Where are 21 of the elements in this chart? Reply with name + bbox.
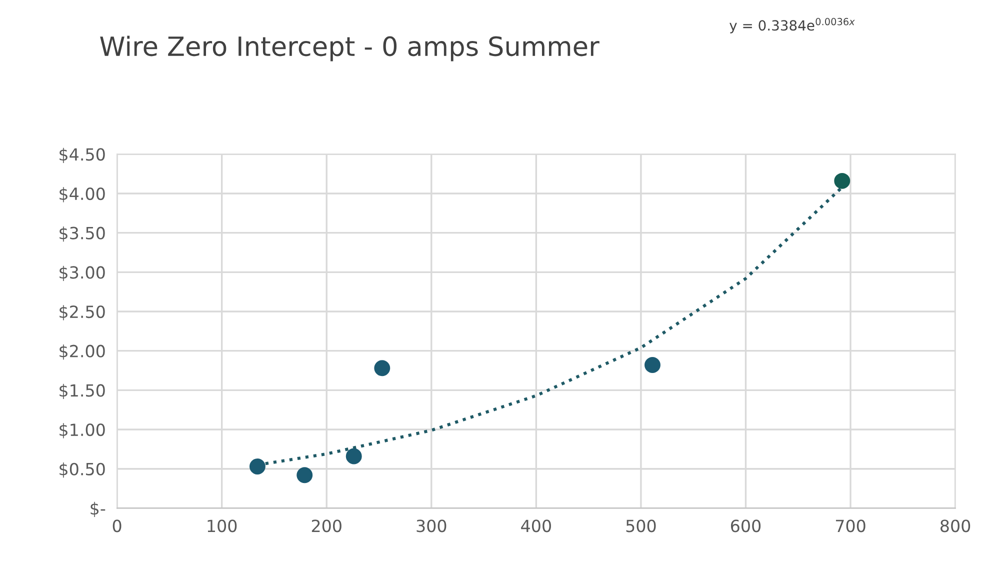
x-tick-label: 100 (208, 520, 237, 532)
x-tick-label: 200 (312, 520, 342, 532)
y-tick-label: $4.00 (60, 187, 105, 202)
y-tick-label: $3.00 (60, 266, 105, 281)
x-tick-label: 300 (416, 520, 446, 532)
y-tick-label: $4.50 (60, 148, 105, 163)
x-tick-label: 800 (940, 520, 970, 532)
x-tick-label: 400 (521, 520, 551, 532)
y-tick-label: $3.50 (60, 226, 105, 242)
x-tick-label: 700 (836, 520, 866, 532)
y-tick-label: $1.00 (60, 423, 105, 438)
x-tick-label: 500 (626, 520, 656, 532)
y-tick-label: $- (90, 502, 106, 517)
x-tick-label: 0 (112, 520, 122, 532)
x-tick-label: 600 (730, 520, 761, 532)
chart-title: Wire Zero Intercept - 0 amps Summer (100, 36, 600, 62)
y-tick-label: $0.50 (60, 462, 105, 478)
text: y = 0.3384e$^{0.0036x}$ (730, 18, 855, 34)
y-tick-label: $2.50 (60, 305, 105, 320)
y-tick-label: $2.00 (60, 344, 105, 360)
y-tick-label: $1.50 (60, 384, 105, 399)
